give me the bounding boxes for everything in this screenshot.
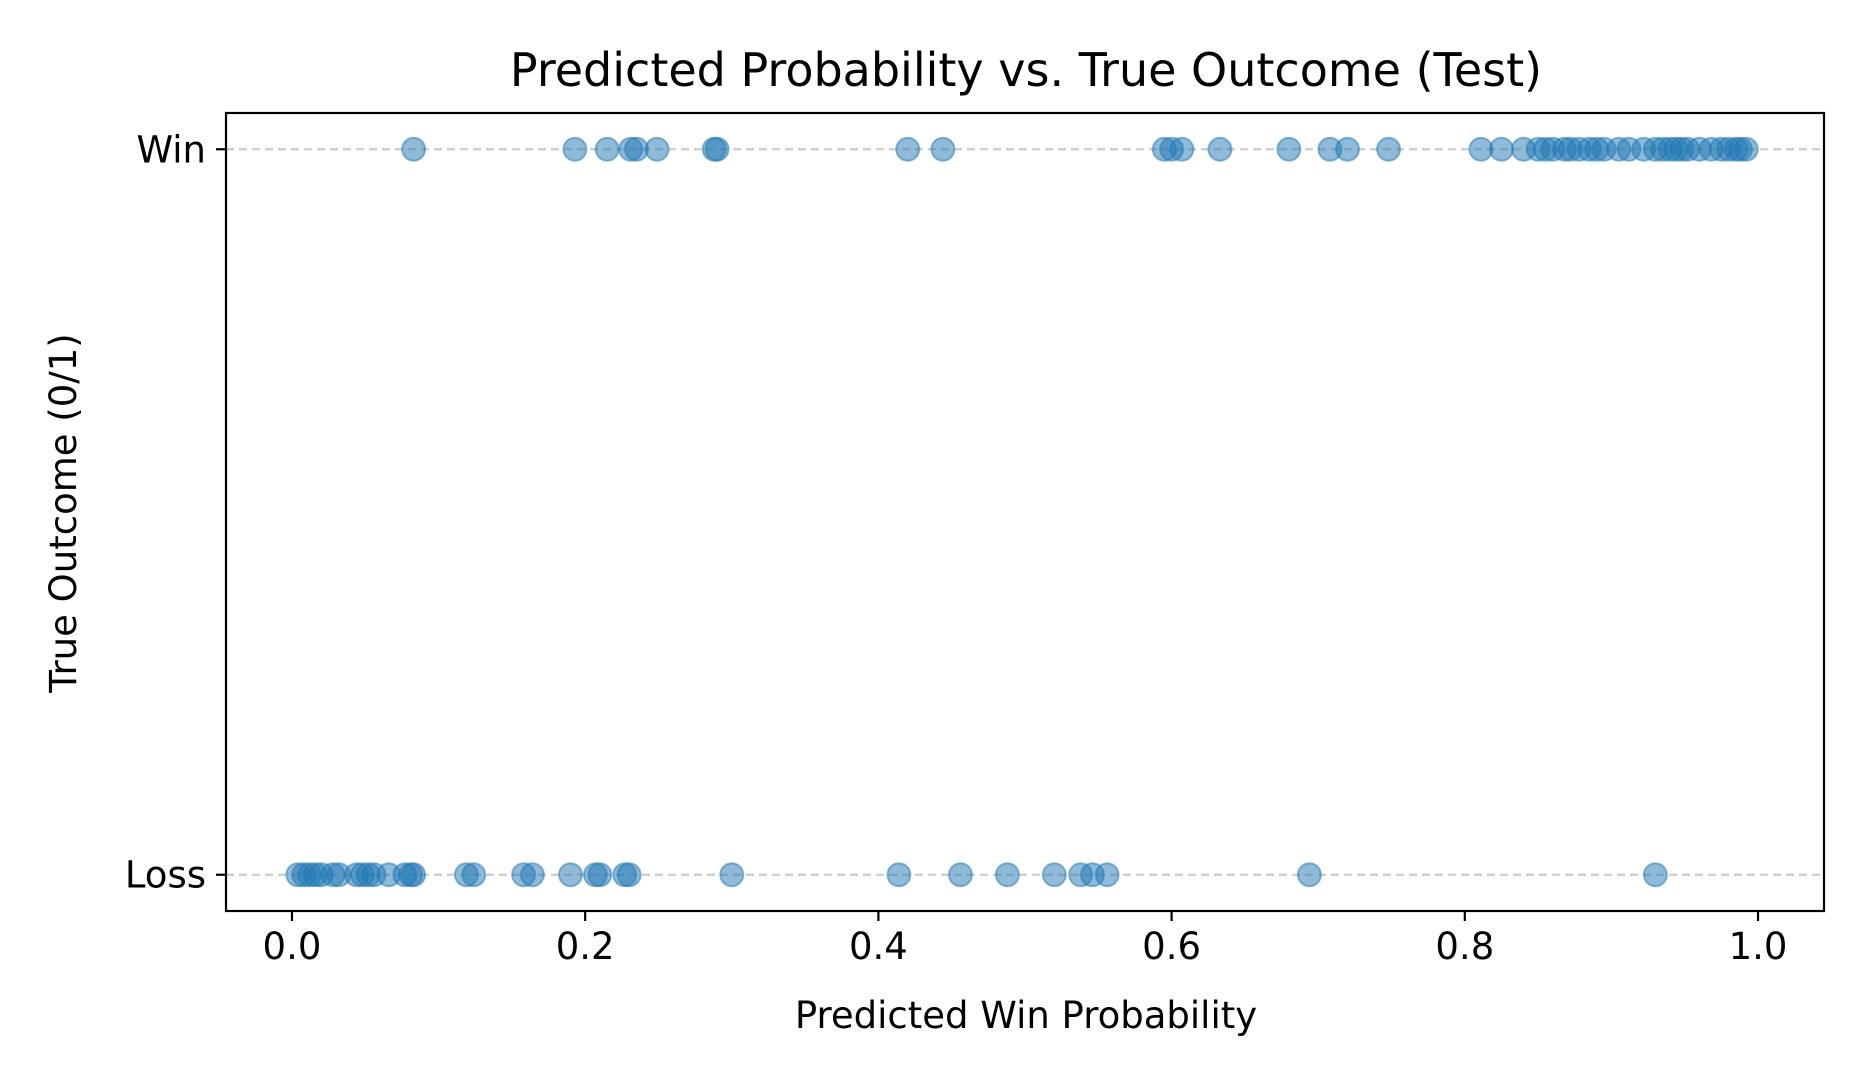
data-point-loss — [587, 862, 613, 888]
data-point-loss — [947, 862, 973, 888]
data-point-loss — [1094, 862, 1120, 888]
x-tick-label: 1.0 — [1729, 925, 1788, 968]
data-point-loss — [1642, 862, 1668, 888]
data-point-loss — [994, 862, 1020, 888]
data-point-win — [594, 136, 620, 162]
y-tick-label: Win — [136, 128, 206, 171]
data-point-win — [644, 136, 670, 162]
data-point-loss — [1296, 862, 1322, 888]
data-point-win — [1733, 136, 1759, 162]
data-point-loss — [719, 862, 745, 888]
data-point-loss — [519, 862, 545, 888]
x-tick-label: 0.2 — [556, 925, 615, 968]
plot-frame — [224, 111, 1826, 913]
data-point-loss — [558, 862, 584, 888]
points-layer — [285, 136, 1759, 888]
x-tick-label: 0.6 — [1142, 925, 1201, 968]
data-point-win — [1335, 136, 1361, 162]
data-point-loss — [886, 862, 912, 888]
x-tick-label: 0.0 — [263, 925, 322, 968]
chart-title: Predicted Probability vs. True Outcome (… — [510, 43, 1542, 97]
data-point-win — [1207, 136, 1233, 162]
data-point-loss — [401, 862, 427, 888]
data-point-loss — [1041, 862, 1067, 888]
data-point-win — [1488, 136, 1514, 162]
data-point-win — [704, 136, 730, 162]
data-point-win — [930, 136, 956, 162]
data-point-win — [1376, 136, 1402, 162]
data-point-win — [562, 136, 588, 162]
y-tick-label: Loss — [125, 854, 206, 897]
x-tick-label: 0.8 — [1435, 925, 1494, 968]
data-point-loss — [616, 862, 642, 888]
data-point-win — [401, 136, 427, 162]
data-point-loss — [461, 862, 487, 888]
y-axis-label: True Outcome (0/1) — [42, 333, 85, 693]
x-axis-label: Predicted Win Probability — [795, 994, 1257, 1037]
data-point-win — [895, 136, 921, 162]
data-point-win — [1169, 136, 1195, 162]
axes-layer: 0.0 0.2 0.4 0.6 0.8 1.0 Loss Win — [125, 111, 1826, 968]
data-point-win — [1276, 136, 1302, 162]
x-tick-label: 0.4 — [849, 925, 908, 968]
